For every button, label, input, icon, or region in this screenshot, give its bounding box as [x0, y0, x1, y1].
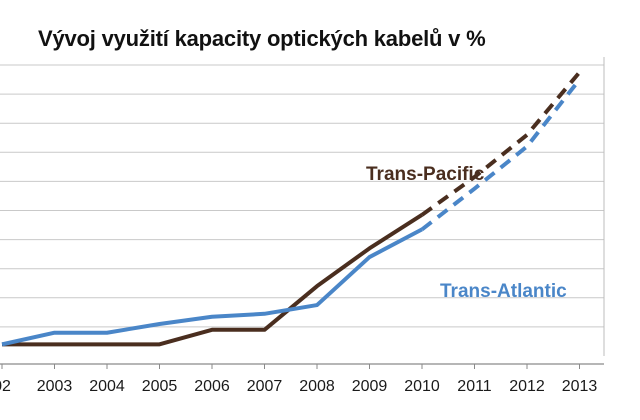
chart-title: Vývoj využití kapacity optických kabelů … — [38, 26, 486, 51]
x-tick-label: 2010 — [404, 378, 440, 395]
x-tick-label: 2006 — [194, 378, 230, 395]
x-tick-label: 2009 — [352, 378, 388, 395]
x-tick-label: 2005 — [142, 378, 178, 395]
series-lines — [1, 70, 582, 347]
series-labels: Trans-Pacific Trans-Atlantic — [366, 164, 567, 302]
x-tick-label: 2011 — [457, 378, 492, 395]
x-tick-label: 2012 — [509, 378, 545, 395]
x-tick-label: 02 — [0, 378, 11, 395]
series-line-trans-pacific — [2, 213, 424, 347]
series-line-trans-atlantic — [1, 227, 423, 347]
x-tick-label: 2007 — [247, 378, 283, 395]
series-label-trans-pacific: Trans-Pacific — [366, 164, 485, 185]
series-label-trans-atlantic: Trans-Atlantic — [440, 281, 567, 302]
x-tick-labels: 02 2003 2004 2005 2006 2007 2008 2009 2010 2011 20… — [0, 378, 597, 395]
x-tick-label: 2008 — [299, 378, 335, 395]
x-tick-label: 2003 — [37, 378, 73, 395]
x-tick-label: 2013 — [562, 378, 598, 395]
axis — [0, 57, 605, 369]
x-tick-label: 2004 — [89, 378, 125, 395]
series-projection-trans-atlantic — [420, 78, 582, 231]
